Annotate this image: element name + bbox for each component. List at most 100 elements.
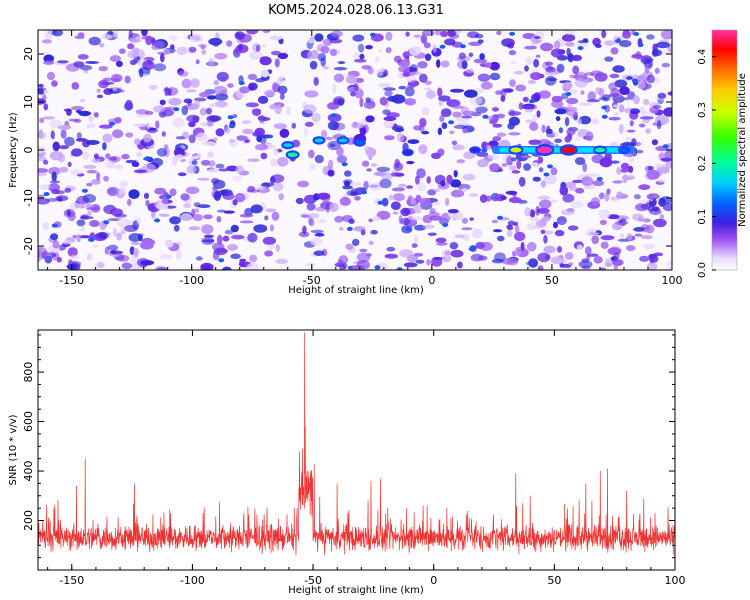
heatmap-noise-cell — [317, 192, 331, 200]
snr-axes: -150 -100 -50 0 50 100 200 400 600 800 — [22, 330, 686, 587]
heatmap-noise-cell — [358, 43, 365, 53]
heatmap-noise-cell — [355, 77, 364, 83]
colorbar-tick-label: 0.3 — [697, 102, 708, 118]
heatmap-noise-cell — [474, 33, 484, 39]
heatmap-noise-cell — [371, 216, 381, 222]
heatmap-noise-cell — [553, 221, 558, 229]
heatmap-noise-cell — [279, 128, 290, 138]
heatmap-noise-cell — [215, 163, 225, 169]
heatmap-noise-cell — [193, 99, 200, 109]
heatmap-noise-cell — [634, 194, 641, 200]
heatmap-noise-cell — [498, 166, 503, 172]
heatmap-noise-cell — [269, 104, 277, 110]
heatmap-noise-cell — [408, 215, 413, 220]
heatmap-noise-cell — [69, 202, 80, 211]
heatmap-noise-cell — [156, 267, 168, 270]
heatmap-noise-cell — [353, 226, 366, 232]
heatmap-noise-cell — [413, 34, 422, 38]
heatmap-noise-cell — [271, 211, 280, 221]
heatmap-noise-cell — [317, 218, 327, 224]
heatmap-noise-cell — [203, 214, 213, 220]
heatmap-noise-cell — [500, 195, 507, 200]
heatmap-noise-cell — [651, 139, 659, 146]
heatmap-noise-cell — [491, 258, 504, 264]
heatmap-noise-cell — [198, 91, 210, 98]
heatmap-noise-cell — [643, 98, 650, 106]
heatmap-noise-cell — [384, 135, 395, 141]
heatmap-noise-cell — [354, 195, 361, 201]
heatmap-noise-cell — [195, 256, 203, 261]
heatmap-noise-cell — [626, 245, 636, 252]
heatmap-noise-cell — [643, 59, 653, 69]
heatmap-noise-cell — [300, 214, 310, 218]
heatmap-noise-cell — [154, 218, 161, 223]
heatmap-noise-cell — [576, 244, 583, 251]
heatmap-noise-cell — [99, 124, 113, 129]
heatmap-noise-cell — [378, 49, 383, 53]
heatmap-noise-cell — [396, 267, 403, 270]
heatmap-feature — [561, 146, 576, 154]
heatmap-noise-cell — [165, 87, 179, 96]
heatmap-noise-cell — [69, 169, 84, 176]
snr-y-axis-label: SNR (10 * v/v) — [8, 414, 19, 485]
heatmap-noise-cell — [616, 167, 622, 175]
heatmap-noise-cell — [468, 193, 479, 197]
heatmap-noise-cell — [125, 132, 134, 138]
colorbar-ticks: 0.0 0.1 0.2 0.3 0.4 — [697, 49, 716, 278]
heatmap-noise-cell — [545, 66, 556, 73]
heatmap-noise-cell — [550, 48, 564, 58]
heatmap-noise-cell — [452, 111, 462, 118]
heatmap-noise-cell — [44, 255, 53, 264]
heatmap-noise-cell — [601, 105, 608, 110]
heatmap-noise-cell — [545, 75, 557, 86]
heatmap-noise-cell — [637, 43, 644, 47]
heatmap-noise-cell — [454, 30, 463, 34]
heatmap-noise-cell — [82, 193, 97, 203]
snr-x-tick-label: -50 — [304, 574, 322, 587]
heatmap-noise-cell — [614, 79, 628, 88]
heatmap-noise-cell — [613, 262, 619, 270]
heatmap-noise-cell — [336, 146, 344, 157]
heatmap-noise-cell — [604, 56, 614, 62]
heatmap-noise-cell — [545, 128, 553, 134]
heatmap-noise-cell — [119, 48, 126, 54]
heatmap-feature — [287, 152, 298, 158]
heatmap-noise-cell — [307, 51, 314, 60]
heatmap-noise-cell — [129, 59, 137, 65]
heatmap-noise-cell — [535, 205, 540, 216]
heatmap-noise-cell — [222, 192, 235, 200]
heatmap-noise-cell — [543, 245, 556, 254]
heatmap-noise-cell — [49, 180, 61, 184]
heatmap-noise-cell — [385, 47, 392, 54]
heatmap-noise-cell — [76, 132, 82, 139]
heatmap-noise-cell — [610, 196, 620, 201]
heatmap-noise-cell — [177, 172, 187, 177]
heatmap-noise-cell — [63, 108, 72, 112]
heatmap-noise-cell — [438, 100, 443, 107]
heatmap-noise-cell — [133, 169, 147, 173]
heatmap-noise-cell — [333, 67, 347, 71]
heatmap-noise-cell — [609, 73, 620, 79]
heatmap-noise-cell — [585, 173, 600, 177]
heatmap-noise-cell — [493, 229, 503, 233]
heatmap-noise-cell — [475, 106, 488, 114]
heatmap-noise-cell — [477, 73, 491, 82]
heatmap-noise-cell — [71, 82, 80, 90]
heatmap-noise-cell — [626, 129, 636, 133]
snr-y-tick-label: 400 — [22, 461, 35, 482]
heatmap-noise-cell — [628, 155, 635, 163]
heatmap-noise-cell — [417, 61, 428, 69]
heatmap-noise-cell — [61, 240, 73, 245]
heatmap-noise-cell — [213, 79, 219, 86]
heatmap-noise-cell — [334, 215, 344, 223]
heatmap-noise-cell — [213, 191, 222, 201]
heatmap-noise-cell — [250, 204, 263, 214]
heatmap-noise-cell — [392, 211, 399, 215]
heatmap-noise-cell — [509, 165, 517, 171]
heatmap-noise-cell — [602, 94, 611, 102]
heatmap-noise-cell — [214, 100, 228, 108]
heatmap-noise-cell — [508, 197, 522, 204]
heatmap-noise-cell — [213, 85, 228, 95]
heatmap-noise-cell — [618, 104, 625, 113]
heatmap-noise-cell — [74, 35, 85, 40]
